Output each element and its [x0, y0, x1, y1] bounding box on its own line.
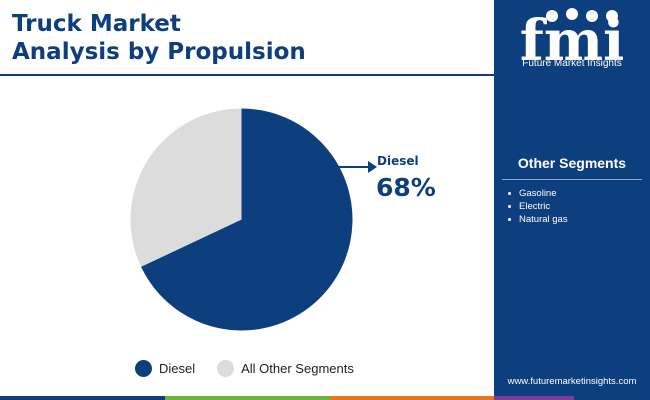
- segment-item: Electric: [508, 200, 568, 213]
- legend-swatch-diesel: [135, 359, 152, 377]
- website-url[interactable]: www.futuremarketinsights.com: [507, 376, 637, 387]
- pie-slice-all-other-segments: [130, 108, 242, 267]
- legend-label-other: All Other Segments: [241, 360, 354, 376]
- legend-item-other: All Other Segments: [217, 359, 354, 377]
- legend-label-diesel: Diesel: [159, 360, 196, 376]
- pie-slice-diesel: [141, 108, 353, 331]
- chart-title-line-1: Truck Market: [12, 11, 181, 37]
- brand-name: Future Market Insights: [522, 58, 622, 69]
- bottom-bar-segment: [574, 396, 650, 400]
- legend-swatch-other: [217, 359, 235, 377]
- callout-label: Diesel: [377, 154, 419, 168]
- callout-value: 68%: [376, 173, 436, 202]
- segment-label: Natural gas: [519, 214, 568, 225]
- bottom-bar-segment: [0, 396, 165, 400]
- other-segments-divider: [502, 179, 642, 180]
- other-segments-title: Other Segments: [517, 155, 627, 171]
- pie-chart: [130, 108, 353, 331]
- callout-arrow-icon: [338, 161, 377, 173]
- other-segments-list: Gasoline Electric Natural gas: [508, 187, 568, 226]
- bullet-icon: [508, 192, 511, 195]
- bottom-bar-segment: [494, 396, 574, 400]
- bullet-icon: [508, 205, 511, 208]
- segment-item: Natural gas: [508, 213, 568, 226]
- bottom-color-bar: [0, 396, 650, 400]
- bottom-bar-segment: [330, 396, 494, 400]
- fmi-logo-icon: fmi: [520, 8, 624, 68]
- sidebar: fmi Future Market Insights Other Segment…: [494, 0, 650, 400]
- bullet-icon: [508, 218, 511, 221]
- bottom-bar-segment: [165, 396, 330, 400]
- chart-legend: Diesel All Other Segments: [135, 357, 376, 379]
- chart-title-line-2: Analysis by Propulsion: [12, 39, 306, 65]
- segment-label: Electric: [519, 201, 551, 212]
- legend-item-diesel: Diesel: [135, 359, 196, 377]
- segment-label: Gasoline: [519, 188, 557, 199]
- segment-item: Gasoline: [508, 187, 568, 200]
- chart-title: Truck Market Analysis by Propulsion: [12, 10, 306, 66]
- title-divider: [0, 74, 494, 76]
